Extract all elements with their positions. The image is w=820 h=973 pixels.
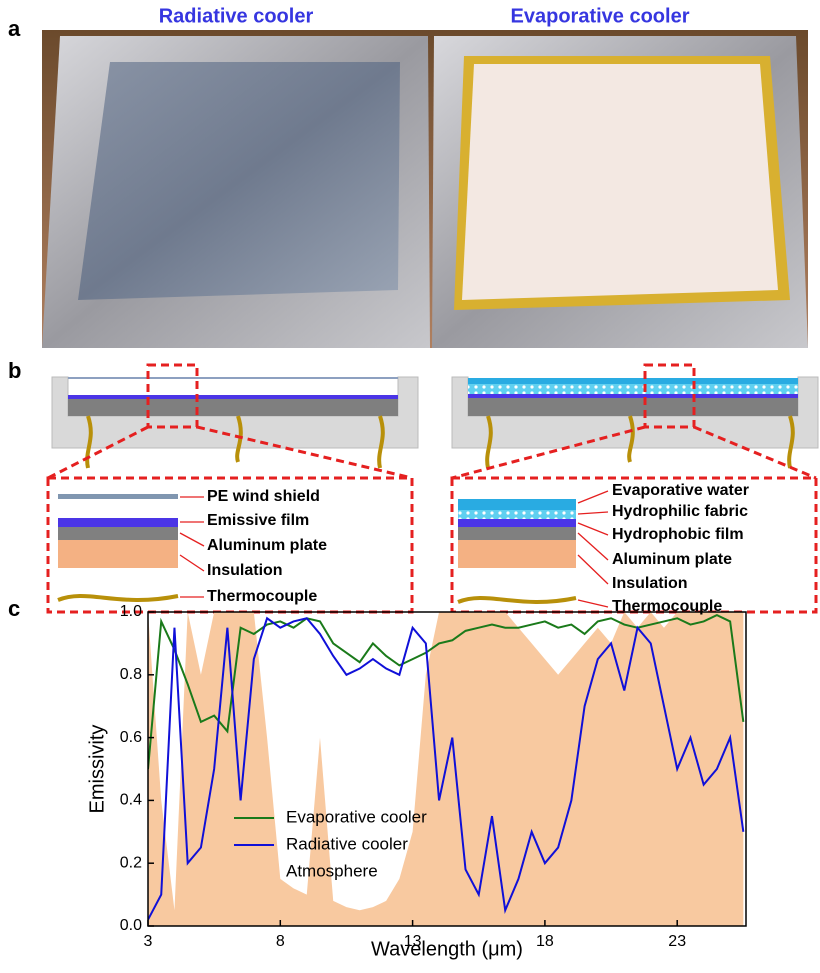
figure: a Radiative cooler Evaporative cooler b bbox=[0, 0, 820, 968]
layer-label: Insulation bbox=[207, 562, 283, 579]
panel-label: c bbox=[8, 596, 20, 621]
panel-label: b bbox=[8, 358, 21, 383]
layer-label: Evaporative water bbox=[612, 482, 749, 499]
legend-label: Radiative cooler bbox=[286, 834, 408, 853]
layer-label: PE wind shield bbox=[207, 488, 320, 505]
y-tick-label: 0.2 bbox=[120, 854, 142, 871]
layer-label: Insulation bbox=[612, 575, 688, 592]
x-tick-label: 23 bbox=[668, 933, 686, 950]
layer-label: Thermocouple bbox=[207, 588, 317, 605]
photo-title: Evaporative cooler bbox=[511, 5, 690, 27]
y-tick-label: 0.4 bbox=[120, 792, 142, 809]
layer-label: Hydrophilic fabric bbox=[612, 503, 748, 520]
layer-label: Aluminum plate bbox=[207, 537, 327, 554]
layer-label: Aluminum plate bbox=[612, 551, 732, 568]
y-tick-label: 0.6 bbox=[120, 729, 142, 746]
x-tick-label: 18 bbox=[536, 933, 554, 950]
y-axis-label: Emissivity bbox=[86, 725, 108, 814]
panel-label: a bbox=[8, 16, 21, 41]
y-tick-label: 1.0 bbox=[120, 603, 142, 620]
y-tick-label: 0.0 bbox=[120, 917, 142, 934]
legend-swatch bbox=[234, 863, 274, 881]
layer-label: Emissive film bbox=[207, 512, 309, 529]
legend-label: Evaporative cooler bbox=[286, 807, 427, 826]
x-tick-label: 8 bbox=[276, 933, 285, 950]
x-tick-label: 3 bbox=[144, 933, 153, 950]
x-axis-label: Wavelength (μm) bbox=[371, 938, 523, 960]
photo-title: Radiative cooler bbox=[159, 5, 314, 27]
legend-label: Atmosphere bbox=[286, 861, 378, 880]
photo bbox=[42, 30, 808, 348]
layer-label: Hydrophobic film bbox=[612, 526, 744, 543]
layer-label: Thermocouple bbox=[612, 598, 722, 615]
y-tick-label: 0.8 bbox=[120, 666, 142, 683]
